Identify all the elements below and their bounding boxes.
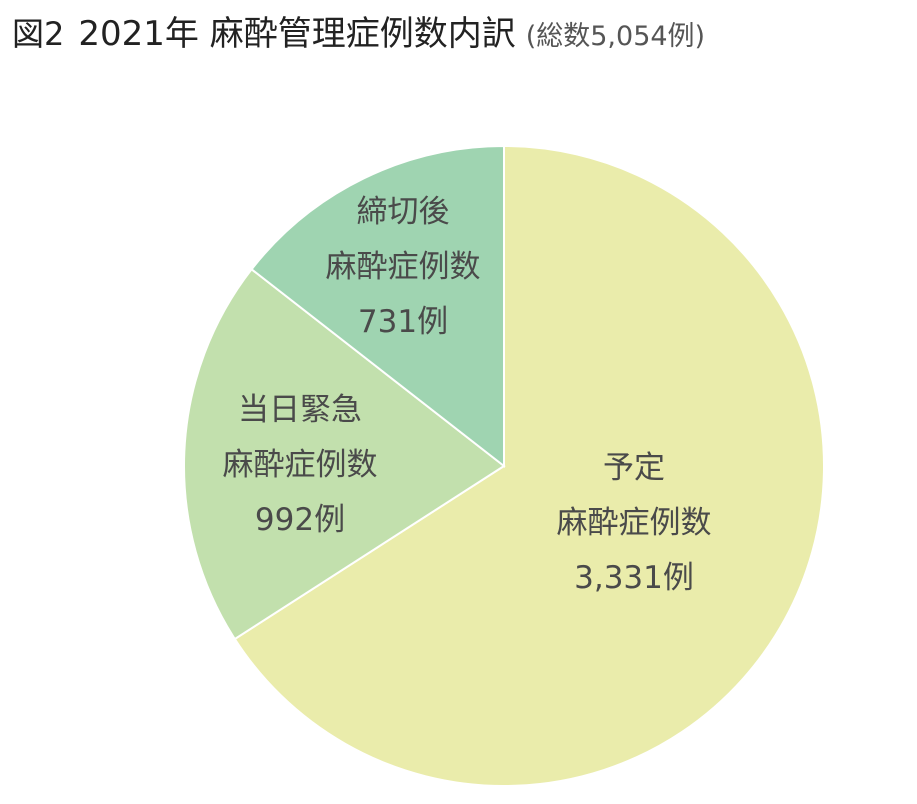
slice-label-line: 締切後 xyxy=(357,194,450,230)
pie-slice-1 xyxy=(233,144,825,787)
slice-label-line: 予定 xyxy=(603,450,665,486)
slice-label-3: 締切後麻酔症例数 731例 xyxy=(326,194,481,340)
slice-label-line: 731例 xyxy=(358,304,448,340)
slice-label-line: 麻酔症例数 xyxy=(557,505,712,541)
pie-slice-2 xyxy=(183,267,506,641)
figure-title: 図2 2021年 麻酔管理症例数内訳 (総数5,054例) xyxy=(12,6,705,56)
slice-label-1: 予定麻酔症例数 3,331例 xyxy=(557,450,712,596)
pie-slice-3 xyxy=(250,144,505,469)
slice-label-line: 麻酔症例数 xyxy=(223,447,378,483)
figure-number: 図2 xyxy=(12,15,65,53)
slice-label-2: 当日緊急麻酔症例数 992例 xyxy=(223,392,378,538)
pie-slices xyxy=(183,144,825,787)
slice-label-line: 992例 xyxy=(255,502,345,538)
slice-label-line: 当日緊急 xyxy=(238,392,362,428)
slice-label-line: 3,331例 xyxy=(574,560,694,596)
chart-title: 2021年 麻酔管理症例数内訳 xyxy=(78,14,516,54)
chart-subtitle: (総数5,054例) xyxy=(525,21,706,52)
slice-label-line: 麻酔症例数 xyxy=(326,249,481,285)
